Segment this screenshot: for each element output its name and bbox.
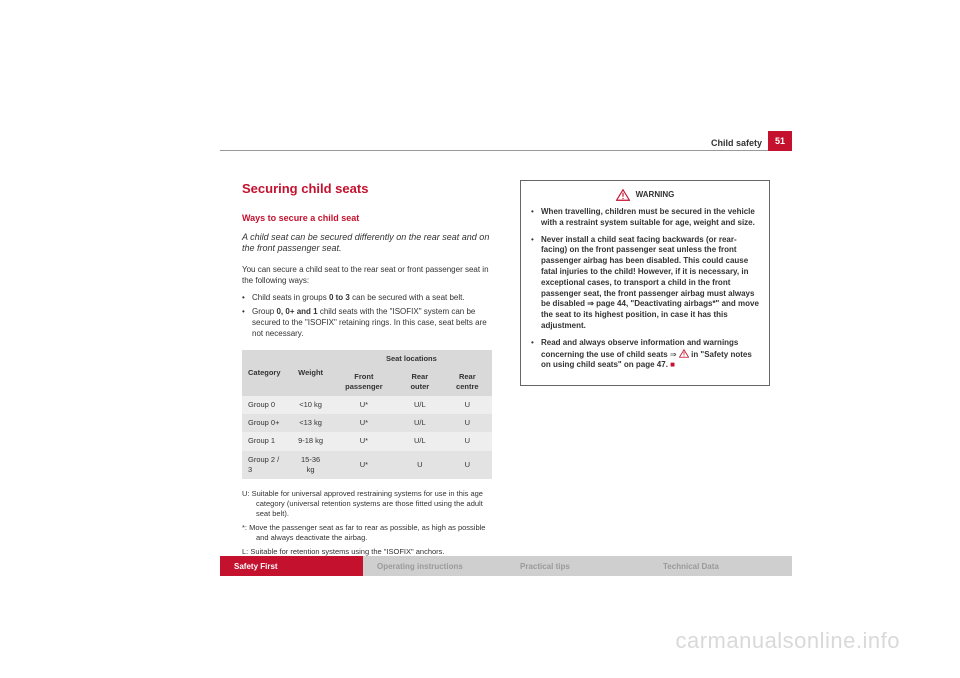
footer-tabs: Safety First Operating instructions Prac… xyxy=(220,556,792,576)
table-cell: Group 1 xyxy=(242,432,290,450)
table-header: Category xyxy=(242,350,290,396)
warning-box: WARNING When travelling, children must b… xyxy=(520,180,770,386)
table-cell: U/L xyxy=(397,396,443,414)
table-header: Weight xyxy=(290,350,330,396)
tab-safety-first[interactable]: Safety First xyxy=(220,556,363,576)
heading-1: Securing child seats xyxy=(242,180,492,198)
table-cell: <10 kg xyxy=(290,396,330,414)
table-cell: U xyxy=(443,414,492,432)
tab-practical-tips[interactable]: Practical tips xyxy=(506,556,649,576)
warning-bullet: Never install a child seat facing backwa… xyxy=(531,235,759,332)
warning-bullet: Read and always observe information and … xyxy=(531,338,759,371)
heading-2: Ways to secure a child seat xyxy=(242,212,492,224)
page-number-badge: 51 xyxy=(768,131,792,151)
warning-heading: WARNING xyxy=(531,189,759,201)
table-row: Group 0+ <13 kg U* U/L U xyxy=(242,414,492,432)
tab-label: Operating instructions xyxy=(377,562,463,571)
table-cell: U* xyxy=(331,451,397,479)
warning-label: WARNING xyxy=(636,190,675,201)
column-left: Securing child seats Ways to secure a ch… xyxy=(242,180,492,548)
table-cell: U xyxy=(443,396,492,414)
header-section-title: Child safety xyxy=(711,138,762,148)
lede-text: A child seat can be secured differently … xyxy=(242,232,492,255)
bullet-item: Group 0, 0+ and 1 child seats with the "… xyxy=(242,307,492,339)
table-cell: U* xyxy=(331,414,397,432)
table-cell: 9-18 kg xyxy=(290,432,330,450)
tab-label: Safety First xyxy=(234,562,278,571)
header-rule xyxy=(220,150,792,151)
warning-icon xyxy=(616,189,630,201)
warning-bullet: When travelling, children must be secure… xyxy=(531,207,759,229)
table-cell: Group 2 / 3 xyxy=(242,451,290,479)
table-cell: U/L xyxy=(397,414,443,432)
column-right: WARNING When travelling, children must b… xyxy=(520,180,770,548)
table-cell: <13 kg xyxy=(290,414,330,432)
table-row: Group 2 / 3 15-36 kg U* U U xyxy=(242,451,492,479)
content-columns: Securing child seats Ways to secure a ch… xyxy=(242,180,770,548)
table-cell: U/L xyxy=(397,432,443,450)
table-row: Group 1 9-18 kg U* U/L U xyxy=(242,432,492,450)
page-number: 51 xyxy=(775,136,785,146)
tab-label: Practical tips xyxy=(520,562,570,571)
table-header: Rear centre xyxy=(443,368,492,396)
legend-item: U: Suitable for universal approved restr… xyxy=(242,489,492,519)
table-cell: Group 0+ xyxy=(242,414,290,432)
tab-label: Technical Data xyxy=(663,562,719,571)
intro-paragraph: You can secure a child seat to the rear … xyxy=(242,265,492,287)
table-header: Rear outer xyxy=(397,368,443,396)
seat-locations-table: Category Weight Seat locations Front pas… xyxy=(242,350,492,479)
table-superheader: Seat locations xyxy=(331,350,492,368)
table-cell: 15-36 kg xyxy=(290,451,330,479)
bullet-item: Child seats in groups 0 to 3 can be secu… xyxy=(242,293,492,304)
watermark: carmanualsonline.info xyxy=(675,628,900,654)
tab-operating-instructions[interactable]: Operating instructions xyxy=(363,556,506,576)
table-cell: Group 0 xyxy=(242,396,290,414)
table-row: Group 0 <10 kg U* U/L U xyxy=(242,396,492,414)
table-header: Front passenger xyxy=(331,368,397,396)
legend-item: *: Move the passenger seat as far to rea… xyxy=(242,523,492,543)
table-cell: U xyxy=(443,451,492,479)
tab-technical-data[interactable]: Technical Data xyxy=(649,556,792,576)
table-body: Group 0 <10 kg U* U/L U Group 0+ <13 kg … xyxy=(242,396,492,479)
table-cell: U* xyxy=(331,432,397,450)
table-cell: U* xyxy=(331,396,397,414)
table-cell: U xyxy=(443,432,492,450)
page: Child safety 51 Securing child seats Way… xyxy=(0,0,960,678)
table-cell: U xyxy=(397,451,443,479)
